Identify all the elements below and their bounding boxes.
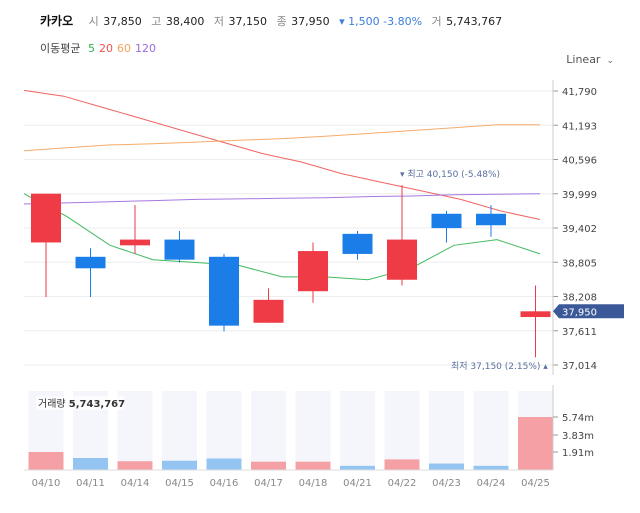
volume-column-bg <box>206 391 242 470</box>
close-label: 종 <box>276 15 287 28</box>
x-tick-label: 04/17 <box>254 478 283 489</box>
price-change: ▾ 1,500 -3.80% <box>339 15 423 28</box>
x-tick-label: 04/23 <box>432 478 461 489</box>
volume-label: 거 <box>431 15 442 28</box>
volume-bar[interactable] <box>206 458 242 470</box>
y-tick-label: 38,208 <box>562 293 597 304</box>
volume-tick-label: 1.91m <box>562 448 594 459</box>
volume-column-bg <box>251 391 286 470</box>
candle[interactable] <box>476 213 506 226</box>
ma-legend-title: 이동평균 <box>40 42 81 55</box>
x-tick-label: 04/21 <box>343 478 372 489</box>
volume-bar[interactable] <box>73 458 108 470</box>
candle[interactable] <box>164 239 195 260</box>
y-tick-label: 37,611 <box>562 327 597 338</box>
volume-bar[interactable] <box>473 465 509 470</box>
high-label: 고 <box>151 15 162 28</box>
candle[interactable] <box>342 233 373 254</box>
x-tick-label: 04/24 <box>477 478 506 489</box>
volume-column-bg <box>384 391 420 470</box>
volume-label-bg <box>36 396 124 410</box>
candle[interactable] <box>298 251 328 292</box>
volume-column-bg <box>295 391 331 470</box>
stock-name: 카카오 <box>40 14 74 28</box>
low-label: 저 <box>213 15 224 28</box>
y-tick-label: 39,999 <box>562 190 597 201</box>
x-tick-label: 04/22 <box>388 478 417 489</box>
ma-legend-item-20[interactable]: 20 <box>98 42 113 55</box>
volume-value: 5,743,767 <box>446 15 503 28</box>
volume-bar[interactable] <box>251 461 286 470</box>
x-tick-label: 04/16 <box>210 478 239 489</box>
candle[interactable] <box>520 311 551 318</box>
volume-bar[interactable] <box>384 459 420 470</box>
volume-panel-label: 거래량 5,743,767 <box>38 398 125 410</box>
ma-line-120 <box>23 193 541 205</box>
chevron-down-icon: ⌄ <box>606 56 614 66</box>
min-annotation: 최저 37,150 (2.15%) ▴ <box>451 361 548 372</box>
x-tick-label: 04/10 <box>32 478 61 489</box>
volume-column-bg <box>473 391 509 470</box>
candle[interactable] <box>31 193 61 243</box>
y-tick-label: 41,790 <box>562 87 597 98</box>
x-tick-label: 04/11 <box>76 478 105 489</box>
ma-legend-item-60[interactable]: 60 <box>116 42 131 55</box>
current-price-badge <box>553 304 624 319</box>
volume-column-bg <box>162 391 197 470</box>
candle[interactable] <box>120 239 150 246</box>
ma-legend-item-5[interactable]: 5 <box>87 42 95 55</box>
current-price-label: 37,950 <box>553 304 624 319</box>
candle[interactable] <box>75 256 106 269</box>
candle[interactable] <box>209 256 239 326</box>
y-tick-label: 37,014 <box>562 361 597 372</box>
volume-bar[interactable] <box>162 460 197 470</box>
volume-bar[interactable] <box>295 461 331 470</box>
volume-column-bg <box>429 391 464 470</box>
open-label: 시 <box>88 15 99 28</box>
x-tick-label: 04/15 <box>165 478 194 489</box>
candle[interactable] <box>253 299 284 323</box>
volume-bar[interactable] <box>340 465 375 470</box>
volume-bar[interactable] <box>28 452 64 470</box>
y-tick-label: 38,805 <box>562 258 597 269</box>
ma-line-20 <box>23 89 541 220</box>
y-tick-label: 41,193 <box>562 121 597 132</box>
stock-header: 카카오 시 37,850 고 38,400 저 37,150 종 37,950 … <box>40 12 502 29</box>
max-annotation: ▾ 최고 40,150 (-5.48%) <box>400 169 500 180</box>
x-tick-label: 04/18 <box>299 478 328 489</box>
y-tick-label: 40,596 <box>562 156 597 167</box>
close-price: 37,950 <box>291 15 330 28</box>
volume-bar[interactable] <box>117 461 153 470</box>
volume-bar[interactable] <box>429 463 464 470</box>
scale-selector[interactable]: Linear ⌄ <box>566 53 614 66</box>
x-tick-label: 04/14 <box>121 478 150 489</box>
volume-panel-value: 5,743,767 <box>69 399 125 410</box>
ma-line-5 <box>23 193 541 281</box>
y-tick-label: 39,402 <box>562 224 597 235</box>
volume-bar[interactable] <box>518 417 553 470</box>
candle[interactable] <box>431 213 462 229</box>
open-price: 37,850 <box>103 15 142 28</box>
ma-line-60 <box>23 124 540 152</box>
volume-tick-label: 3.83m <box>562 431 594 442</box>
volume-column-bg <box>340 391 375 470</box>
moving-average-legend: 이동평균 5 20 60 120 <box>40 40 160 56</box>
x-tick-label: 04/25 <box>521 478 550 489</box>
volume-tick-label: 5.74m <box>562 413 594 424</box>
current-price-value: 37,950 <box>562 307 597 318</box>
high-price: 38,400 <box>165 15 205 28</box>
candle[interactable] <box>387 239 417 280</box>
scale-selector-label: Linear <box>566 53 601 66</box>
ma-legend-item-120[interactable]: 120 <box>134 42 156 55</box>
low-price: 37,150 <box>228 15 268 28</box>
